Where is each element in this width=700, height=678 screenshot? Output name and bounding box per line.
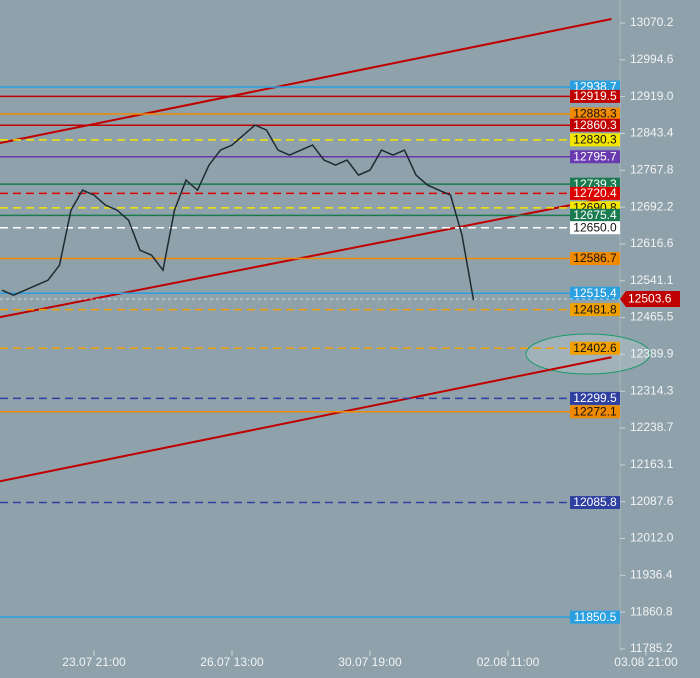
x-tick-label: 30.07 19:00 — [338, 655, 402, 669]
y-tick-label: 13070.2 — [630, 15, 674, 29]
y-tick-label: 12767.8 — [630, 162, 674, 176]
level-label-box — [570, 303, 620, 317]
y-tick-label: 12994.6 — [630, 52, 674, 66]
last-price-label: 12503.6 — [628, 292, 672, 306]
y-tick-label: 12541.1 — [630, 273, 674, 287]
y-tick-label: 12692.2 — [630, 199, 674, 213]
level-label: 11850.5 — [574, 610, 617, 624]
y-tick-label: 12616.6 — [630, 236, 674, 250]
trend-line — [0, 356, 612, 483]
y-tick-label: 12163.1 — [630, 457, 674, 471]
level-label-box — [570, 118, 620, 132]
x-tick-label: 02.08 11:00 — [477, 655, 540, 669]
level-label: 12515.4 — [573, 286, 617, 300]
level-label-box — [570, 186, 620, 200]
y-tick-label: 12843.4 — [630, 126, 674, 140]
y-tick-label: 12465.5 — [630, 310, 674, 324]
y-tick-label: 12012.0 — [630, 531, 674, 545]
last-price-box — [620, 291, 680, 308]
y-tick-label: 12087.6 — [630, 494, 674, 508]
level-label-box — [570, 391, 620, 405]
level-label-box — [570, 221, 620, 235]
price-line — [1, 124, 475, 301]
x-tick-label: 23.07 21:00 — [62, 655, 126, 669]
level-label-box — [570, 341, 620, 355]
y-tick-label: 11860.8 — [630, 604, 673, 618]
level-label-box — [570, 496, 620, 510]
level-label: 12650.0 — [573, 220, 617, 234]
y-tick-label: 11936.4 — [630, 567, 673, 581]
level-label-box — [570, 107, 620, 121]
level-label: 12299.5 — [573, 391, 617, 405]
level-label: 12675.4 — [573, 208, 617, 222]
level-label: 12272.1 — [573, 404, 617, 418]
level-label: 12830.3 — [573, 133, 617, 147]
level-label-box — [570, 150, 620, 164]
level-label: 12795.7 — [573, 149, 617, 163]
y-tick-label: 11785.2 — [630, 641, 673, 655]
level-label-box — [570, 405, 620, 419]
y-tick-label: 12919.0 — [630, 89, 674, 103]
level-label: 12919.5 — [573, 89, 617, 103]
level-label: 12860.3 — [573, 118, 617, 132]
y-tick-label: 12389.9 — [630, 347, 674, 361]
y-tick-label: 12314.3 — [630, 383, 674, 397]
level-label: 12883.3 — [573, 107, 617, 121]
level-label-box — [570, 133, 620, 147]
level-label-box — [570, 89, 620, 103]
x-tick-label: 26.07 13:00 — [200, 655, 264, 669]
level-label-box — [570, 286, 620, 300]
y-tick-label: 12238.7 — [630, 420, 674, 434]
trend-line — [0, 18, 612, 145]
trend-line — [0, 196, 612, 319]
level-label: 12481.8 — [573, 302, 617, 316]
level-label: 12085.8 — [573, 495, 617, 509]
level-label-box — [570, 208, 620, 222]
level-label: 12586.7 — [573, 251, 617, 265]
x-tick-label: 03.08 21:00 — [614, 655, 678, 669]
level-label: 12720.4 — [573, 186, 617, 200]
level-label-box — [570, 610, 620, 624]
level-label: 12402.6 — [573, 341, 617, 355]
level-label-box — [570, 252, 620, 266]
